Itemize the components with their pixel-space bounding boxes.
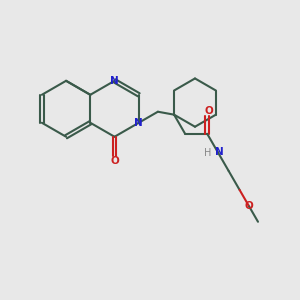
Text: N: N — [110, 76, 119, 86]
Text: O: O — [110, 156, 119, 166]
Text: N: N — [134, 118, 143, 128]
Text: N: N — [214, 147, 224, 157]
Text: O: O — [204, 106, 213, 116]
Text: H: H — [203, 148, 211, 158]
Text: O: O — [245, 202, 254, 212]
